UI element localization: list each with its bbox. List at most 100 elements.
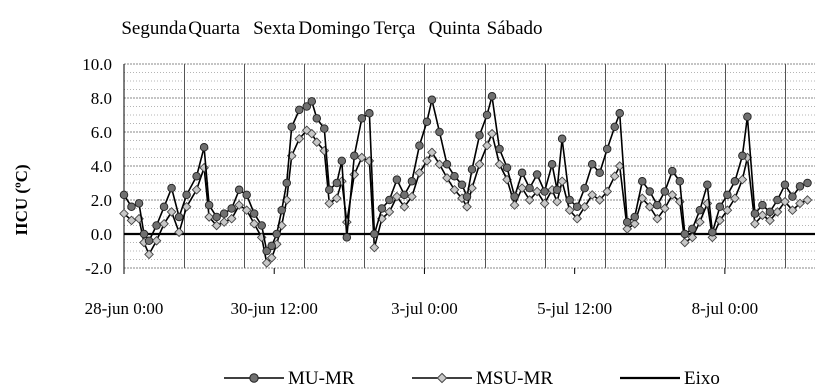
data-point: [638, 177, 647, 186]
data-point: [730, 177, 740, 186]
data-point: [357, 152, 367, 163]
data-point: [743, 112, 752, 121]
day-label: Domingo: [298, 18, 370, 39]
legend: MU-MR MSU-MR Eixo: [224, 368, 720, 386]
data-point: [295, 105, 304, 115]
data-point: [482, 110, 492, 120]
y-tick-labels: -2.0 0.0 2.0 4.0 6.0 8.0 10.0: [82, 55, 112, 278]
data-point: [587, 160, 597, 169]
data-point: [159, 218, 169, 229]
data-point: [652, 213, 663, 224]
data-point: [803, 178, 812, 188]
data-point: [557, 176, 567, 187]
data-point: [365, 109, 374, 118]
data-point: [399, 201, 410, 212]
data-point: [557, 134, 567, 144]
data-point: [226, 213, 237, 224]
data-point: [659, 203, 670, 214]
data-point: [564, 205, 575, 216]
data-point: [738, 151, 747, 161]
data-point: [357, 114, 367, 123]
data-point: [234, 185, 244, 195]
data-point: [407, 191, 417, 202]
data-point: [442, 173, 452, 183]
data-point: [212, 212, 221, 222]
data-point: [580, 183, 589, 193]
series-line: [123, 129, 808, 265]
data-point: [422, 117, 432, 127]
data-point: [780, 180, 790, 189]
data-point: [540, 187, 549, 196]
y-tick-label: 10.0: [82, 55, 112, 74]
data-point: [325, 185, 334, 195]
data-point: [552, 185, 562, 195]
data-point: [539, 198, 550, 209]
data-point: [415, 141, 424, 150]
data-point: [191, 184, 202, 195]
data-point: [602, 186, 613, 197]
data-point: [547, 160, 557, 169]
data-point: [579, 201, 590, 212]
data-point: [502, 163, 512, 172]
data-point: [307, 97, 317, 106]
data-point: [457, 180, 467, 189]
data-point: [311, 137, 322, 148]
data-point: [694, 217, 705, 227]
data-point: [342, 233, 352, 242]
data-point: [517, 183, 527, 193]
data-point: [119, 208, 129, 219]
data-point: [487, 92, 497, 101]
data-point: [427, 95, 437, 104]
data-point: [249, 218, 260, 229]
x-tick-label: 3-jul 0:00: [391, 299, 458, 318]
data-point: [687, 232, 698, 243]
data-point: [211, 220, 222, 231]
legend-label: Eixo: [684, 368, 720, 386]
data-point: [715, 202, 725, 212]
data-point: [324, 198, 335, 209]
data-point: [332, 178, 342, 188]
data-point: [384, 207, 395, 217]
data-point: [737, 174, 748, 185]
data-point: [780, 196, 790, 207]
data-point: [630, 212, 639, 222]
data-point: [385, 195, 394, 205]
data-point: [645, 187, 655, 196]
legend-item-msu-mr: MSU-MR: [412, 368, 553, 386]
data-point: [730, 193, 740, 204]
data-point: [758, 200, 767, 210]
data-point: [595, 168, 604, 178]
data-point: [337, 156, 347, 166]
data-point: [312, 114, 322, 123]
data-point: [219, 209, 229, 218]
data-point: [272, 229, 281, 239]
grid-lines: [123, 63, 815, 269]
data-point: [249, 209, 259, 218]
data-point: [257, 221, 266, 230]
data-point: [622, 224, 633, 234]
data-point: [400, 190, 409, 200]
data-point: [695, 205, 705, 215]
data-point: [434, 159, 445, 170]
data-point: [629, 218, 640, 229]
data-point: [139, 229, 149, 239]
data-point: [151, 235, 162, 246]
data-point: [565, 195, 574, 205]
data-point: [532, 170, 542, 179]
x-tick-label: 30-jun 12:00: [231, 299, 318, 318]
data-point: [525, 183, 534, 193]
x-tick-label: 8-jul 0:00: [692, 299, 759, 318]
data-point: [414, 167, 425, 178]
data-point: [660, 187, 670, 196]
data-point: [435, 127, 444, 137]
y-tick-label: 8.0: [91, 89, 112, 108]
data-point: [370, 229, 379, 239]
data-point: [723, 190, 732, 200]
data-point: [622, 217, 632, 227]
data-point: [702, 198, 713, 209]
data-point: [182, 190, 191, 200]
x-tick-label: 28-jun 0:00: [85, 299, 164, 318]
data-point: [802, 195, 813, 205]
y-tick-label: -2.0: [85, 259, 112, 278]
data-point: [795, 182, 805, 191]
